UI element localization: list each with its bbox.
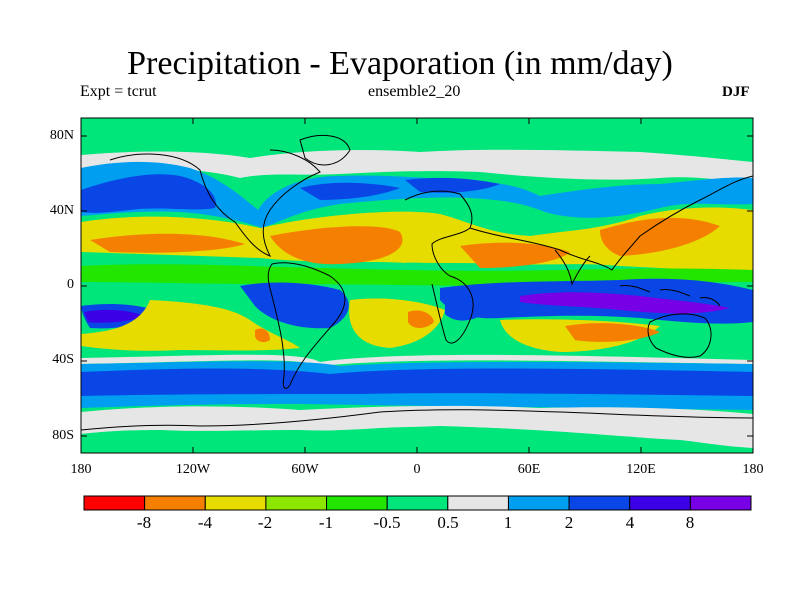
colorbar-label: -0.5	[373, 513, 401, 532]
lon-label-60w: 60W	[291, 462, 319, 477]
colorbar-swatch	[265, 495, 328, 511]
australia-coast	[647, 313, 712, 358]
south-subtropics-yellow	[81, 300, 300, 351]
north-america-coast	[109, 149, 321, 257]
north-pacific-orange	[90, 233, 245, 253]
precip-field	[81, 118, 753, 453]
colorbar-swatch	[204, 495, 267, 511]
north-atlantic-orange	[270, 226, 403, 265]
lat-label-40s: 40S	[52, 352, 74, 367]
southern-storm-track-blue	[81, 368, 753, 396]
south-atlantic-yellow	[349, 298, 445, 348]
south-america-coast	[267, 262, 346, 389]
colorbar-swatch	[144, 495, 206, 511]
colorbar-label: 8	[685, 513, 695, 532]
north-atlantic-blue-2	[405, 177, 500, 193]
maritime-islands	[619, 285, 721, 307]
south-america-blue	[240, 282, 349, 329]
lat-label-80s: 80S	[52, 428, 74, 443]
lat-label-0: 0	[67, 277, 74, 292]
itcz-green	[81, 264, 753, 286]
colorbar-label: -4	[197, 513, 213, 532]
season-label: DJF	[722, 84, 750, 100]
lon-label-60e: 60E	[517, 462, 541, 477]
north-subtropics-orange	[81, 207, 753, 272]
west-pacific-orange	[600, 217, 720, 256]
plot-title: Precipitation - Evaporation (in mm/day)	[127, 45, 673, 82]
axis-ticks	[80, 118, 754, 453]
africa-orange	[460, 242, 570, 268]
maritime-purple	[520, 292, 730, 314]
experiment-label: Expt = tcrut	[80, 83, 157, 100]
colorbar-label: 1	[503, 513, 513, 532]
colorbar-swatch	[629, 495, 691, 511]
colorbar-label: 0.5	[437, 513, 459, 532]
colorbar-swatch	[83, 495, 146, 511]
lat-label-80n: 80N	[49, 128, 74, 143]
colorbar-swatch	[447, 495, 509, 511]
colorbar-label: 4	[625, 513, 635, 532]
lon-label-180e: 180	[742, 462, 764, 477]
colorbar-swatch	[507, 495, 570, 511]
europe-africa-coast	[404, 190, 474, 344]
lon-label-0: 0	[413, 462, 421, 477]
south-pacific-deep	[84, 309, 145, 323]
colorbar-swatch	[386, 495, 449, 511]
colorbar-swatch	[326, 495, 388, 511]
india-coast	[554, 249, 591, 286]
southern-ocean-boundary	[81, 354, 753, 366]
colorbar-label: -1	[318, 513, 334, 532]
colorbar	[83, 495, 752, 511]
arctic-gray-region	[81, 149, 753, 181]
antarctic-green	[81, 426, 753, 453]
colorbar-label: -8	[136, 513, 152, 532]
colorbar-label: -2	[257, 513, 273, 532]
ensemble-label: ensemble2_20	[368, 83, 461, 100]
colorbar-label: 2	[564, 513, 574, 532]
lat-label-40n: 40N	[49, 203, 74, 218]
africa-blue	[445, 298, 485, 321]
coastlines	[81, 134, 753, 431]
lon-label-120w: 120W	[175, 462, 211, 477]
asia-coast	[469, 175, 753, 271]
greenland-coast	[299, 134, 351, 166]
antarctic-gray	[81, 405, 753, 448]
colorbar-swatch	[689, 495, 752, 511]
colorbar-swatch	[568, 495, 631, 511]
lon-label-180w: 180	[70, 462, 92, 477]
antarctica-coast	[81, 409, 753, 431]
south-pacific-orange	[255, 328, 270, 343]
north-atlantic-blue	[300, 182, 400, 200]
lon-label-120e: 120E	[626, 462, 656, 477]
south-atlantic-orange	[408, 310, 434, 328]
south-indian-orange	[565, 323, 660, 342]
north-pacific-blue	[81, 174, 216, 213]
